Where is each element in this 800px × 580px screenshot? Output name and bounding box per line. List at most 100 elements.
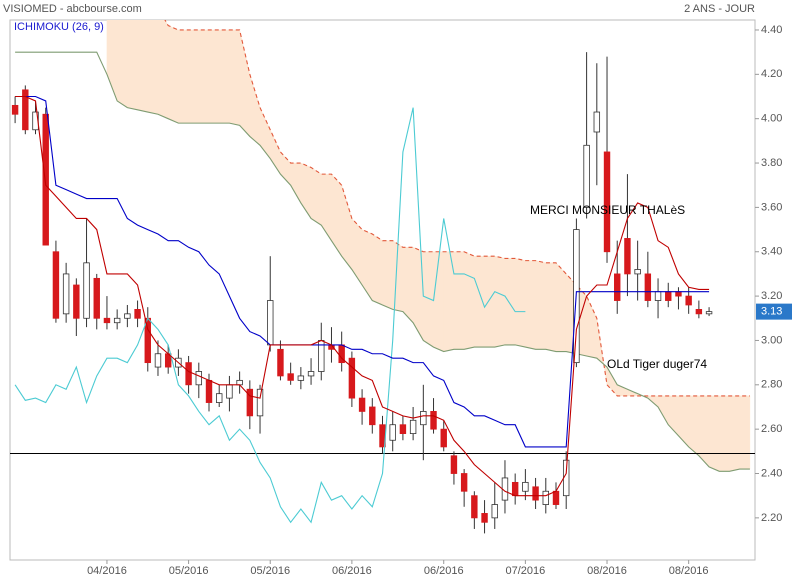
cloud: [178, 29, 189, 124]
cloud: [555, 262, 567, 352]
y-tick-label: 2.80: [761, 379, 782, 391]
candle-body: [93, 277, 100, 319]
cloud: [484, 255, 496, 348]
cloud: [198, 29, 210, 124]
y-tick-label: 2.20: [761, 512, 782, 524]
y-tick-label: 4.20: [761, 68, 782, 80]
cloud: [433, 251, 444, 352]
candle-body: [83, 262, 90, 319]
cloud: [127, 20, 138, 111]
candle-body: [481, 513, 488, 523]
cloud: [545, 262, 557, 352]
x-tick-label: 06/2016: [332, 565, 372, 577]
candle-body: [216, 393, 223, 403]
candle-body: [665, 291, 672, 301]
candle-body: [205, 379, 213, 403]
candle-body: [603, 151, 611, 253]
candle-body: [246, 388, 254, 417]
candle-body: [460, 473, 468, 492]
candle-body: [297, 375, 305, 381]
candle-body: [552, 490, 560, 505]
indicator-label: ICHIMOKU (26, 9): [14, 21, 104, 33]
candle-body: [358, 397, 366, 412]
candle-body: [22, 89, 29, 131]
candle-body: [134, 309, 141, 319]
candle-body: [685, 295, 692, 306]
candle-body: [277, 348, 284, 377]
candle-body: [287, 373, 294, 381]
candle-body: [420, 411, 427, 426]
candle-body: [389, 424, 396, 441]
cloud: [167, 25, 179, 124]
cloud: [535, 260, 547, 350]
candle-body: [256, 388, 264, 417]
candle-body: [267, 300, 274, 346]
cloud: [688, 395, 700, 457]
candle-body: [42, 113, 49, 246]
cloud: [372, 233, 383, 306]
cloud: [463, 251, 475, 350]
candle-body: [52, 251, 60, 319]
candle-body: [450, 455, 458, 474]
candle-body: [675, 291, 682, 297]
annotation: MERCI MONSIEUR THALèS: [530, 203, 685, 217]
candle-body: [634, 269, 641, 275]
indicator-line: [15, 95, 710, 448]
y-tick-label: 4.40: [761, 24, 782, 36]
y-tick-label: 3.60: [761, 201, 782, 213]
candle-body: [471, 495, 478, 519]
y-tick-label: 4.00: [761, 113, 782, 125]
candle-body: [124, 313, 131, 319]
candle-body: [307, 371, 315, 377]
candle-body: [236, 379, 243, 386]
candle-body: [644, 273, 652, 301]
candle-body: [511, 481, 519, 497]
y-tick-label: 3.00: [761, 334, 782, 346]
candle-body: [440, 428, 447, 448]
x-tick-label: 05/2016: [169, 565, 209, 577]
last-price-label: 3.13: [761, 306, 782, 318]
candle-body: [226, 384, 233, 399]
cloud: [719, 395, 730, 472]
candle-body: [542, 490, 549, 505]
indicator-line: [15, 51, 750, 472]
chart-title: VISIOMED - abcbourse.com: [3, 3, 142, 15]
candle-body: [11, 104, 19, 115]
x-tick-label: 06/2016: [424, 565, 464, 577]
candle-body: [654, 291, 662, 301]
candle-body: [103, 317, 111, 324]
indicator-line: [14, 107, 526, 524]
cloud: [188, 29, 200, 124]
cloud: [116, 20, 128, 109]
candle-body: [593, 111, 601, 133]
cloud: [729, 395, 740, 472]
cloud: [147, 20, 159, 115]
candle-body: [154, 353, 162, 368]
cloud: [525, 260, 536, 350]
candle-body: [532, 486, 539, 501]
x-tick-label: 08/2016: [669, 565, 709, 577]
x-tick-label: 04/2016: [87, 565, 127, 577]
cloud: [402, 247, 414, 324]
annotation: OLd Tiger duger74: [607, 357, 707, 371]
cloud: [698, 395, 710, 468]
candle-body: [695, 309, 703, 315]
cloud: [157, 20, 169, 120]
candle-body: [522, 481, 529, 492]
cloud: [739, 395, 751, 470]
candle-body: [614, 273, 621, 301]
candle-body: [583, 144, 590, 208]
candle-body: [369, 406, 376, 426]
y-tick-label: 3.40: [761, 246, 782, 258]
candle-body: [491, 504, 498, 519]
candle-body: [195, 371, 203, 386]
plot: [10, 20, 755, 534]
y-tick-label: 3.80: [761, 157, 782, 169]
candle-body: [348, 357, 356, 399]
cloud: [494, 255, 506, 348]
candle-body: [409, 419, 417, 434]
candle-body: [430, 411, 437, 430]
cloud: [208, 29, 220, 124]
cloud: [137, 20, 149, 113]
